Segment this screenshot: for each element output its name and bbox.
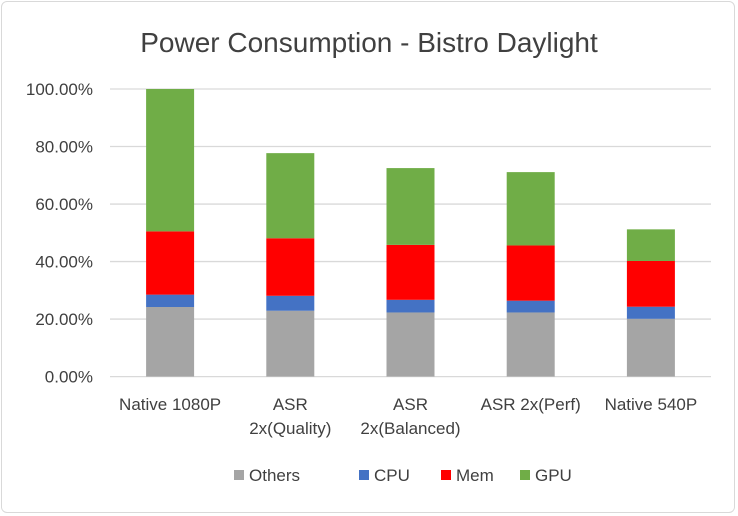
x-tick-label: 2x(Balanced): [360, 419, 460, 438]
x-tick-label: 2x(Quality): [249, 419, 331, 438]
bar-gpu: [266, 153, 315, 239]
bar-gpu: [146, 89, 195, 232]
bar-cpu: [626, 306, 675, 319]
bar-others: [506, 312, 555, 377]
bar-mem: [506, 245, 555, 301]
legend-label-others: Others: [249, 466, 300, 485]
y-tick-label: 0.00%: [45, 368, 93, 387]
legend-label-cpu: CPU: [374, 466, 410, 485]
bar-gpu: [506, 172, 555, 246]
bar-mem: [626, 260, 675, 307]
bar-mem: [266, 238, 315, 296]
bar-cpu: [146, 294, 195, 308]
bar-gpu: [386, 168, 435, 245]
legend-label-gpu: GPU: [535, 466, 572, 485]
y-tick-label: 20.00%: [35, 310, 93, 329]
legend-label-mem: Mem: [456, 466, 494, 485]
bar-cpu: [266, 295, 315, 311]
x-tick-label: Native 1080P: [119, 395, 221, 414]
x-tick-label: ASR 2x(Perf): [481, 395, 581, 414]
x-tick-label: ASR: [273, 395, 308, 414]
bar-others: [626, 318, 675, 377]
bar-mem: [146, 231, 195, 295]
bar-cpu: [386, 299, 435, 313]
legend-swatch-gpu: [520, 470, 530, 480]
legend-swatch-cpu: [359, 470, 369, 480]
bar-gpu: [626, 229, 675, 261]
bar-others: [146, 307, 195, 377]
bar-others: [386, 312, 435, 377]
y-tick-label: 80.00%: [35, 138, 93, 157]
legend-swatch-mem: [441, 470, 451, 480]
bar-mem: [386, 244, 435, 300]
bar-others: [266, 310, 315, 377]
y-tick-label: 60.00%: [35, 195, 93, 214]
x-tick-label: ASR: [393, 395, 428, 414]
x-tick-label: Native 540P: [605, 395, 698, 414]
y-tick-label: 40.00%: [35, 253, 93, 272]
y-tick-label: 100.00%: [26, 80, 93, 99]
chart-title: Power Consumption - Bistro Daylight: [140, 27, 598, 58]
legend-swatch-others: [234, 470, 244, 480]
bar-cpu: [506, 300, 555, 313]
